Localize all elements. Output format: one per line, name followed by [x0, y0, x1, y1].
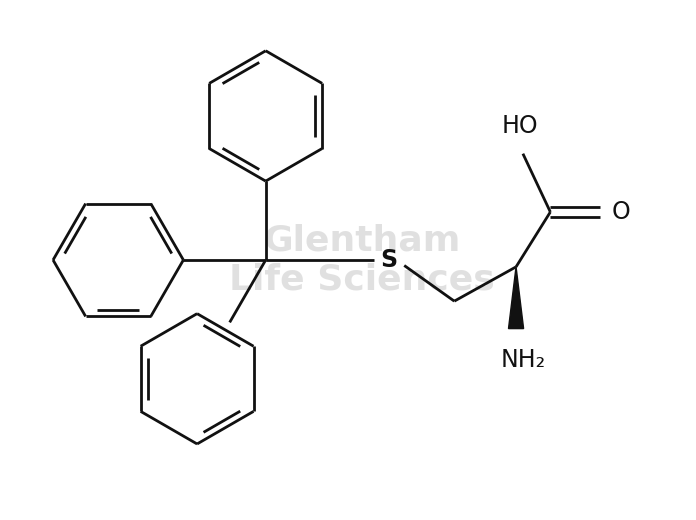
Polygon shape	[509, 267, 523, 329]
Text: Glentham
Life Sciences: Glentham Life Sciences	[229, 223, 495, 297]
Text: NH₂: NH₂	[500, 348, 546, 372]
Text: S: S	[381, 248, 397, 272]
Text: HO: HO	[501, 114, 538, 138]
Text: O: O	[612, 200, 631, 224]
